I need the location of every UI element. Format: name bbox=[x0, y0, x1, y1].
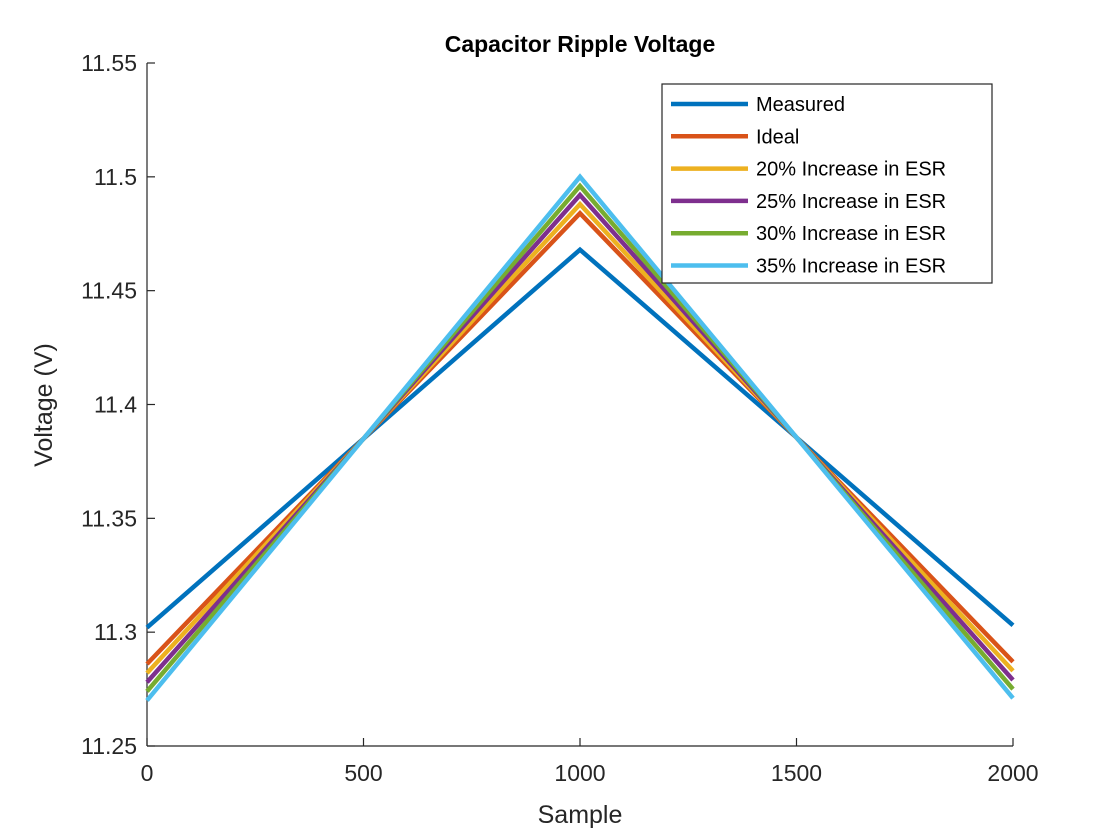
y-axis-label: Voltage (V) bbox=[30, 343, 58, 467]
legend-label-1: Measured bbox=[756, 94, 845, 116]
y-tick-label: 11.5 bbox=[94, 164, 137, 190]
legend-label-3: 20% Increase in ESR bbox=[756, 159, 946, 181]
legend: Measured Ideal 20% Increase in ESR 25% Incr… bbox=[661, 83, 993, 284]
x-tick-label: 2000 bbox=[987, 760, 1038, 786]
x-axis-label: Sample bbox=[538, 801, 623, 829]
x-tick-label: 1500 bbox=[771, 760, 822, 786]
x-tick-label: 1000 bbox=[554, 760, 605, 786]
y-tick-label: 11.4 bbox=[94, 392, 137, 418]
legend-box bbox=[661, 83, 993, 284]
legend-label-4: 25% Increase in ESR bbox=[756, 191, 946, 213]
plot-area: 0 500 1000 1500 2000 11.25 11.3 11.35 11.4 11.45 1… bbox=[81, 50, 1038, 786]
y-tick-label: 11.35 bbox=[81, 505, 137, 531]
series-line-1 bbox=[145, 246, 1015, 630]
y-tick-label: 11.55 bbox=[81, 50, 137, 76]
y-tick-label: 11.45 bbox=[81, 278, 137, 304]
y-tick-label: 11.25 bbox=[81, 733, 137, 759]
x-tick-label: 500 bbox=[344, 760, 382, 786]
legend-label-5: 30% Increase in ESR bbox=[756, 223, 946, 245]
legend-label-2: Ideal bbox=[756, 126, 799, 148]
x-tick-label: 0 bbox=[141, 760, 154, 786]
legend-label-6: 35% Increase in ESR bbox=[756, 256, 946, 278]
y-tick-label: 11.3 bbox=[94, 619, 137, 645]
chart-title: Capacitor Ripple Voltage bbox=[445, 31, 716, 57]
series-line-6 bbox=[145, 173, 1015, 702]
